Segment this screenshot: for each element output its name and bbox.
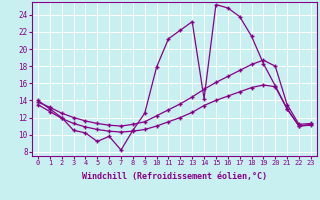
X-axis label: Windchill (Refroidissement éolien,°C): Windchill (Refroidissement éolien,°C)	[82, 172, 267, 181]
